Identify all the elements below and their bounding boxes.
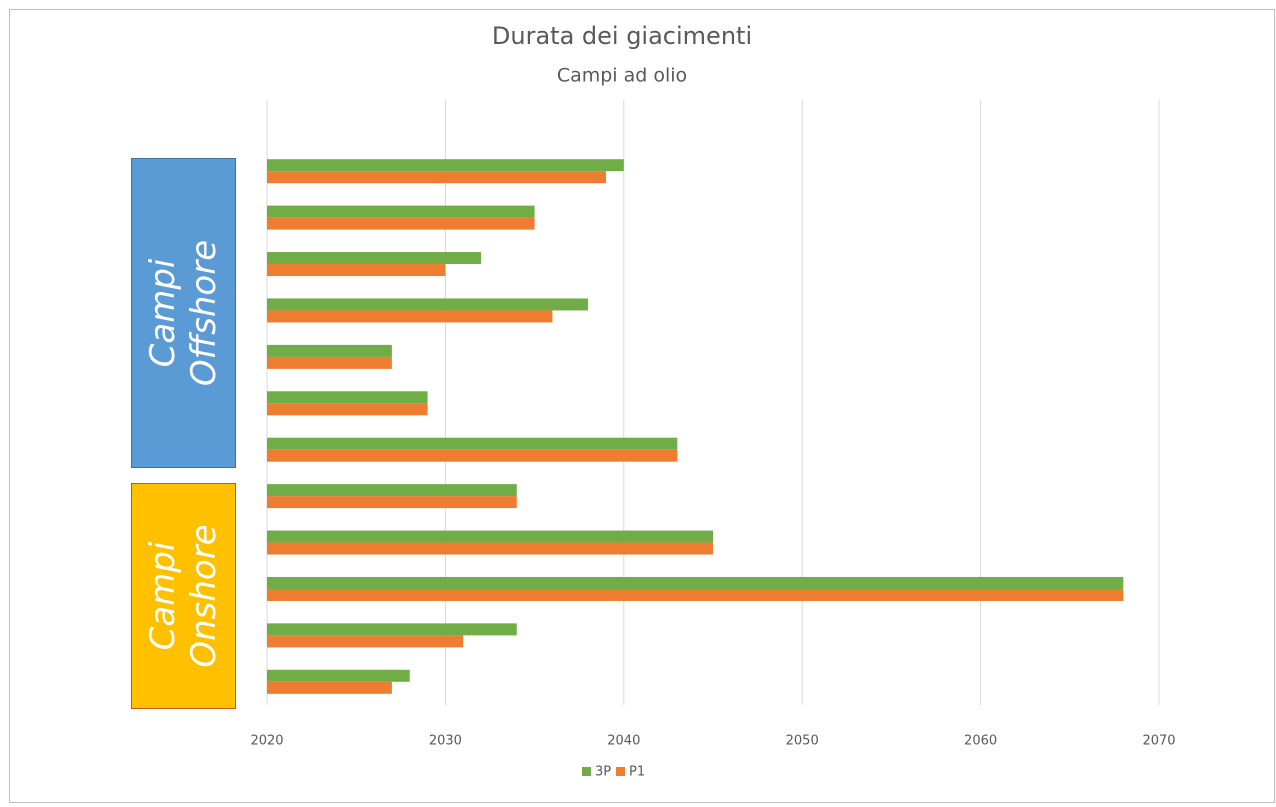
bar	[267, 530, 713, 543]
x-tick-label: 2060	[964, 734, 997, 749]
bar	[267, 437, 678, 450]
bar	[267, 542, 713, 555]
bar	[267, 623, 517, 636]
bar	[267, 344, 392, 357]
group-box: Campi Offshore	[131, 158, 236, 468]
group-label: Campi Onshore	[142, 524, 224, 668]
bar	[267, 576, 1124, 589]
chart-title: Durata dei giacimenti	[492, 22, 752, 50]
bar	[267, 217, 535, 230]
bar	[267, 391, 428, 404]
bar	[267, 205, 535, 218]
x-tick-label: 2030	[429, 734, 462, 749]
x-tick-label: 2020	[250, 734, 283, 749]
bar	[267, 171, 606, 184]
bar	[267, 635, 464, 648]
group-label: Campi Offshore	[142, 239, 224, 387]
bar	[267, 310, 553, 323]
x-tick-label: 2050	[786, 734, 819, 749]
bar	[267, 298, 589, 311]
chart-border	[9, 9, 1275, 803]
bar	[267, 403, 428, 416]
legend-label: 3P	[595, 765, 611, 780]
legend-swatch	[616, 767, 625, 776]
chart-subtitle: Campi ad olio	[557, 65, 687, 87]
bar	[267, 252, 482, 265]
bar	[267, 484, 517, 497]
bar	[267, 496, 517, 509]
bar	[267, 264, 446, 277]
bar	[267, 681, 392, 694]
x-tick-label: 2040	[607, 734, 640, 749]
x-tick-label: 2070	[1142, 734, 1175, 749]
bar	[267, 449, 678, 462]
legend-label: P1	[629, 765, 645, 780]
bar	[267, 669, 410, 682]
bar	[267, 159, 624, 172]
bar	[267, 588, 1124, 601]
bar	[267, 356, 392, 369]
legend-swatch	[582, 767, 591, 776]
group-box: Campi Onshore	[131, 483, 236, 709]
